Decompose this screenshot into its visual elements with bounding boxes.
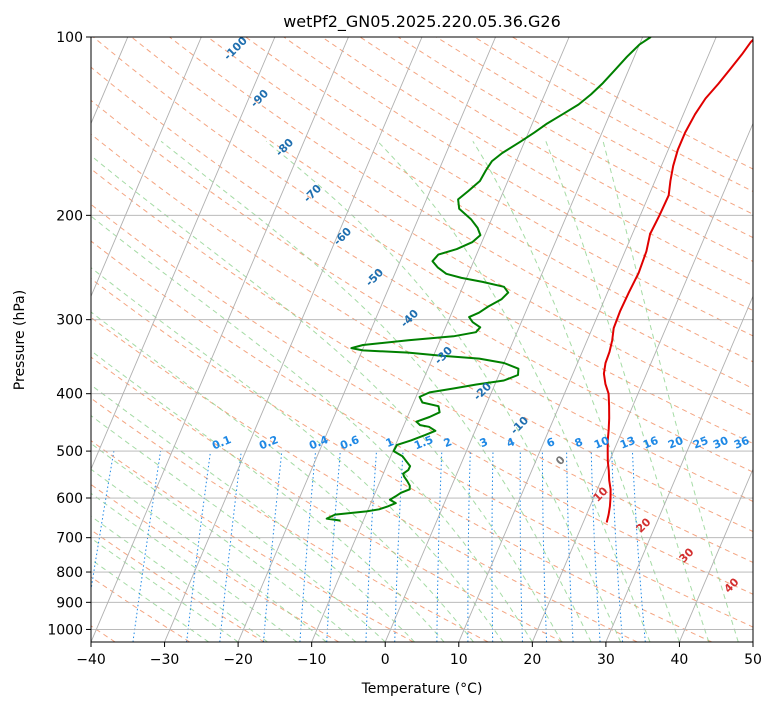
y-tick-label: 800	[56, 565, 83, 581]
y-tick-label: 300	[56, 313, 83, 329]
x-tick-label: −40	[76, 652, 106, 668]
x-tick-label: 20	[523, 652, 541, 668]
chart-title: wetPf2_GN05.2025.220.05.36.G26	[283, 12, 561, 32]
x-tick-label: −20	[223, 652, 253, 668]
x-axis-label: Temperature (°C)	[361, 681, 483, 697]
y-tick-label: 100	[56, 30, 83, 46]
x-tick-label: −10	[297, 652, 327, 668]
y-tick-label: 600	[56, 491, 83, 507]
y-tick-label: 900	[56, 595, 83, 611]
y-tick-label: 1000	[47, 622, 83, 638]
y-tick-label: 700	[56, 531, 83, 547]
y-tick-label: 500	[56, 444, 83, 460]
x-tick-label: 0	[381, 652, 390, 668]
y-tick-label: 400	[56, 387, 83, 403]
x-tick-label: 50	[744, 652, 762, 668]
x-tick-label: 40	[671, 652, 689, 668]
x-tick-label: −30	[150, 652, 180, 668]
x-tick-label: 10	[450, 652, 468, 668]
x-tick-label: 30	[597, 652, 615, 668]
y-tick-label: 200	[56, 208, 83, 224]
y-axis-label: Pressure (hPa)	[12, 290, 28, 390]
